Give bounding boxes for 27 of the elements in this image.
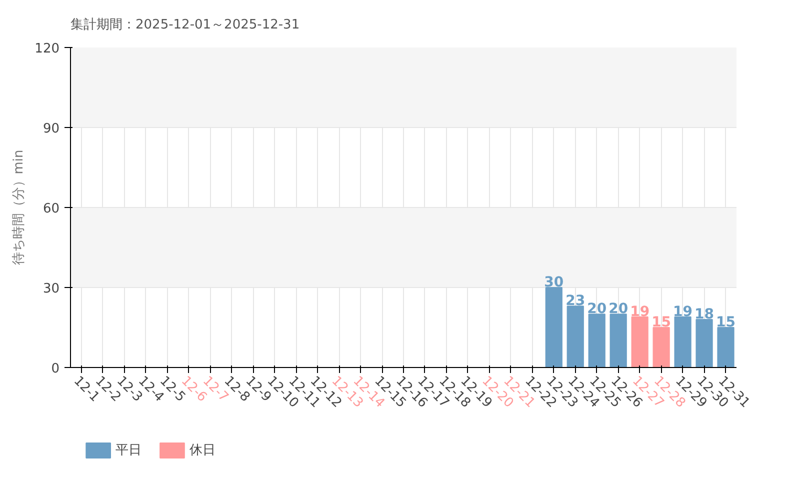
data-label: 19 bbox=[673, 304, 693, 320]
data-label: 23 bbox=[566, 293, 586, 310]
y-tick-label: 60 bbox=[42, 202, 60, 216]
bar bbox=[610, 314, 627, 368]
bar bbox=[631, 316, 648, 368]
bar bbox=[545, 287, 562, 368]
y-tick-label: 0 bbox=[51, 362, 60, 376]
y-tick-label: 120 bbox=[34, 42, 60, 56]
bar bbox=[566, 306, 584, 368]
bar bbox=[588, 314, 606, 368]
legend-label: 平日 bbox=[116, 443, 142, 458]
legend-label: 休日 bbox=[190, 443, 216, 458]
bar bbox=[717, 327, 734, 368]
data-label: 30 bbox=[544, 274, 564, 290]
bar bbox=[696, 319, 713, 368]
data-label: 19 bbox=[630, 304, 650, 320]
y-tick-label: 30 bbox=[42, 282, 60, 296]
data-label: 18 bbox=[694, 306, 714, 322]
data-label: 20 bbox=[608, 301, 628, 318]
data-label: 20 bbox=[587, 301, 607, 318]
y-axis-title: 待ち時間（分）min bbox=[12, 150, 27, 266]
bar bbox=[652, 327, 670, 368]
bar bbox=[674, 316, 692, 368]
chart-title: 集計期間：2025-12-01～2025-12-31 bbox=[70, 18, 300, 32]
data-label: 15 bbox=[652, 314, 672, 330]
y-tick-label: 90 bbox=[42, 122, 60, 136]
data-label: 15 bbox=[716, 314, 736, 330]
